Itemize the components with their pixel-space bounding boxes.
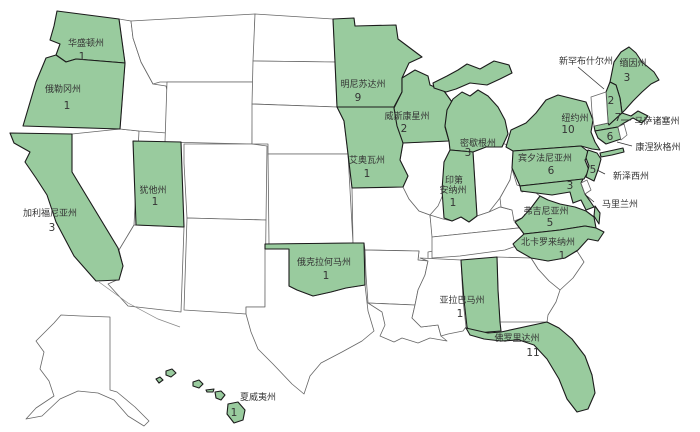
value-virginia: 5 — [547, 217, 554, 229]
state-rhode-island — [617, 123, 628, 141]
state-new-jersey — [585, 149, 602, 182]
state-delaware — [580, 179, 592, 195]
label-wisconsin: 威斯康星州 — [384, 110, 429, 122]
label-indiana-line1: 印第 — [445, 174, 463, 186]
value-iowa: 1 — [364, 168, 371, 180]
hawaii-island-big-island — [226, 401, 246, 424]
label-washington: 华盛顿州 — [68, 37, 104, 49]
state-kansas — [267, 153, 354, 245]
state-utah — [132, 140, 185, 228]
state-mississippi — [411, 257, 467, 337]
value-washington: 1 — [79, 51, 86, 63]
state-wyoming — [164, 81, 254, 145]
label-california: 加利福尼亚州 — [23, 207, 77, 219]
label-new-york: 纽约州 — [561, 112, 588, 124]
state-alabama — [460, 256, 502, 335]
label-utah: 犹他州 — [139, 184, 166, 196]
value-north-carolina: 1 — [559, 250, 566, 262]
state-new-mexico — [183, 217, 267, 315]
state-indiana — [441, 149, 478, 223]
state-michigan-upper — [432, 60, 513, 93]
state-washington — [49, 10, 126, 64]
hawaii-island-maui — [214, 390, 226, 401]
value-maryland: 3 — [567, 180, 574, 192]
state-hawaii — [155, 368, 246, 424]
value-connecticut: 6 — [607, 131, 614, 143]
label-pennsylvania: 宾夕法尼亚州 — [518, 152, 572, 164]
state-florida — [465, 321, 596, 413]
value-utah: 1 — [152, 196, 159, 208]
label-indiana-line2: 安纳州 — [439, 184, 466, 196]
label-alabama: 亚拉巴马州 — [439, 294, 484, 306]
value-pennsylvania: 6 — [548, 165, 555, 177]
state-alaska — [25, 314, 150, 427]
value-california: 3 — [49, 222, 56, 234]
state-new-york — [505, 94, 601, 152]
value-oklahoma: 1 — [323, 270, 330, 282]
state-connecticut — [594, 126, 622, 145]
value-new-york: 10 — [561, 124, 574, 136]
state-virginia-eastern-shore — [593, 205, 601, 225]
label-massachusetts: 马萨诸塞州 — [634, 115, 679, 127]
value-florida: 11 — [526, 347, 539, 359]
leader-connecticut — [616, 141, 633, 147]
hawaii-island-oahu — [192, 379, 204, 389]
state-vermont — [590, 91, 609, 127]
value-michigan: 3 — [465, 147, 472, 159]
leader-new-jersey — [596, 169, 606, 175]
label-new-hampshire: 新罕布什尔州 — [559, 55, 613, 67]
leader-maryland — [586, 195, 595, 203]
value-oregon: 1 — [64, 100, 71, 112]
label-oregon: 俄勒冈州 — [45, 83, 81, 95]
hawaii-island-kauai — [165, 368, 177, 378]
label-minnesota: 明尼苏达州 — [340, 78, 385, 90]
state-california — [9, 132, 124, 282]
state-new-york-long-island — [599, 147, 625, 158]
label-virginia: 弗吉尼亚州 — [523, 205, 568, 217]
state-colorado — [183, 143, 268, 221]
state-montana — [130, 13, 256, 85]
state-oregon — [22, 54, 126, 130]
value-indiana: 1 — [450, 197, 457, 209]
hawaii-island-molokai — [205, 388, 215, 393]
value-new-jersey: 5 — [590, 164, 597, 176]
state-south-dakota — [251, 60, 338, 108]
leader-new-hampshire — [577, 66, 605, 90]
label-iowa: 艾奥瓦州 — [349, 154, 385, 166]
state-north-dakota — [252, 13, 336, 63]
mexico-border-line — [98, 281, 181, 328]
value-new-hampshire: 2 — [608, 95, 615, 107]
label-connecticut: 康涅狄格州 — [635, 141, 680, 153]
label-michigan: 密歇根州 — [460, 137, 496, 149]
value-massachusetts: 7 — [615, 112, 622, 124]
label-north-carolina: 北卡罗来纳州 — [521, 236, 575, 248]
state-north-carolina — [512, 225, 605, 262]
label-hawaii: 夏威夷州 — [240, 391, 276, 403]
value-wisconsin: 2 — [401, 123, 408, 135]
value-alabama: 1 — [457, 308, 464, 320]
label-new-jersey: 新泽西州 — [613, 170, 649, 182]
value-minnesota: 9 — [355, 92, 362, 104]
label-oklahoma: 俄克拉何马州 — [297, 256, 351, 268]
hawaii-island-niihau — [155, 376, 164, 384]
label-florida: 佛罗里达州 — [494, 332, 539, 344]
state-michigan — [444, 89, 509, 153]
state-oklahoma — [264, 242, 366, 297]
label-maryland: 马里兰州 — [602, 198, 638, 210]
value-hawaii: 1 — [231, 407, 238, 419]
label-maine: 缅因州 — [619, 57, 646, 69]
value-maine: 3 — [624, 72, 631, 84]
